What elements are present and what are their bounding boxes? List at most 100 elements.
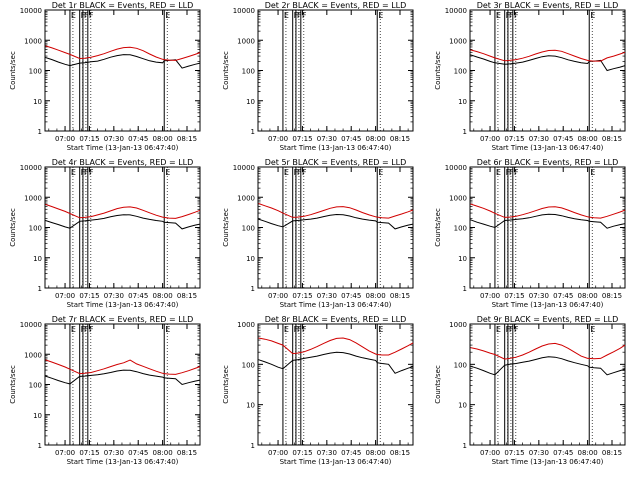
panel-title: Det 2r BLACK = Events, RED = LLD [265,1,407,10]
marker-label: F [514,325,519,334]
x-tick-label: 07:00 [55,135,75,143]
x-tick-label: 07:30 [104,135,124,143]
x-tick-label: 07:00 [268,449,288,457]
y-tick-label: 1000 [237,37,255,45]
y-tick-label: 1 [38,442,42,450]
panel-title: Det 3r BLACK = Events, RED = LLD [477,1,619,10]
y-tick-label: 10000 [233,7,255,15]
y-tick-label: 10 [33,255,42,263]
marker-label: F [297,325,302,334]
plot-frame [44,9,201,132]
marker-label: E [378,325,383,334]
x-tick-label: 07:15 [504,292,524,300]
x-tick-label: 08:00 [153,292,173,300]
y-tick-label: 10 [246,402,255,410]
marker-label: F [89,325,94,334]
x-tick-label: 07:15 [292,449,312,457]
panel-det-3: Det 3r BLACK = Events, RED = LLD 1 10 100 10… [434,1,626,152]
panel-det-8: Det 8r BLACK = Events, RED = LLD 1 10 100 10… [222,315,414,466]
x-tick-label: 08:00 [366,292,386,300]
y-tick-label: 1 [251,128,255,136]
panel-title: Det 5r BLACK = Events, RED = LLD [265,158,407,167]
x-tick-label: 07:30 [529,449,549,457]
marker-label: E [378,11,383,20]
series-line-lld [45,45,201,61]
y-tick-label: 10 [246,255,255,263]
marker-label: E [590,11,595,20]
series-line-events [45,54,201,69]
series-line-events [45,214,201,230]
y-tick-label: 10 [458,402,467,410]
y-axis-label: Counts/sec [434,208,442,247]
y-tick-label: 10 [33,98,42,106]
y-tick-label: 100 [29,225,42,233]
x-tick-label: 07:15 [504,135,524,143]
x-tick-label: 08:00 [153,135,173,143]
x-tick-label: 07:45 [128,292,148,300]
plot-frame [257,9,414,132]
marker-label: E [71,11,76,20]
series-line-lld [258,337,414,356]
y-axis-label: Counts/sec [434,365,442,404]
y-tick-label: 10000 [445,164,467,172]
x-axis-label: Start Time (13-Jan-13 06:47:40) [67,144,179,152]
x-axis-label: Start Time (13-Jan-13 06:47:40) [280,144,392,152]
x-tick-label: 08:15 [390,449,410,457]
x-tick-label: 07:30 [529,135,549,143]
series-line-events [470,356,626,376]
y-tick-label: 10000 [20,321,42,329]
panel-det-9: Det 9r BLACK = Events, RED = LLD 1 10 100 10… [434,315,626,466]
y-tick-label: 1000 [449,37,467,45]
marker-label: F [89,11,94,20]
marker-label: F [89,168,94,177]
series-line-events [258,213,414,230]
y-tick-label: 1 [38,128,42,136]
marker-label: E [284,325,289,334]
plot-frame [469,9,626,132]
y-tick-label: 1000 [24,194,42,202]
x-tick-label: 07:45 [553,292,573,300]
marker-label: F [509,325,514,334]
x-tick-label: 08:15 [602,135,622,143]
y-tick-label: 1 [38,285,42,293]
x-tick-label: 07:00 [268,135,288,143]
marker-label: F [509,11,514,20]
y-tick-label: 1000 [237,321,255,329]
y-tick-label: 1 [463,128,467,136]
x-tick-label: 07:00 [55,449,75,457]
y-tick-label: 10 [33,412,42,420]
marker-label: E [496,325,501,334]
x-tick-label: 08:15 [390,135,410,143]
x-axis-label: Start Time (13-Jan-13 06:47:40) [280,458,392,466]
x-tick-label: 07:00 [480,292,500,300]
panel-det-5: Det 5r BLACK = Events, RED = LLD 1 10 100 10… [222,158,414,309]
marker-label: E [165,11,170,20]
plot-frame [257,323,414,446]
x-tick-label: 07:00 [480,449,500,457]
series-line-events [470,54,626,72]
series-line-lld [470,203,626,219]
x-tick-label: 07:30 [104,449,124,457]
marker-label: E [284,11,289,20]
x-tick-label: 07:00 [55,292,75,300]
x-tick-label: 08:15 [602,449,622,457]
panel-title: Det 8r BLACK = Events, RED = LLD [265,315,407,324]
x-tick-label: 07:45 [128,135,148,143]
series-line-lld [470,49,626,62]
y-axis-label: Counts/sec [434,51,442,90]
x-tick-label: 07:00 [480,135,500,143]
x-tick-label: 08:00 [153,449,173,457]
y-tick-label: 10000 [20,7,42,15]
y-tick-label: 1 [251,442,255,450]
series-line-lld [45,359,201,375]
marker-label: F [297,11,302,20]
x-tick-label: 07:15 [292,135,312,143]
x-tick-label: 07:45 [341,135,361,143]
marker-label: F [302,168,307,177]
x-tick-label: 08:00 [366,135,386,143]
x-tick-label: 08:00 [578,292,598,300]
y-tick-label: 100 [242,68,255,76]
plot-frame [44,323,201,446]
series-line-events [45,369,201,386]
